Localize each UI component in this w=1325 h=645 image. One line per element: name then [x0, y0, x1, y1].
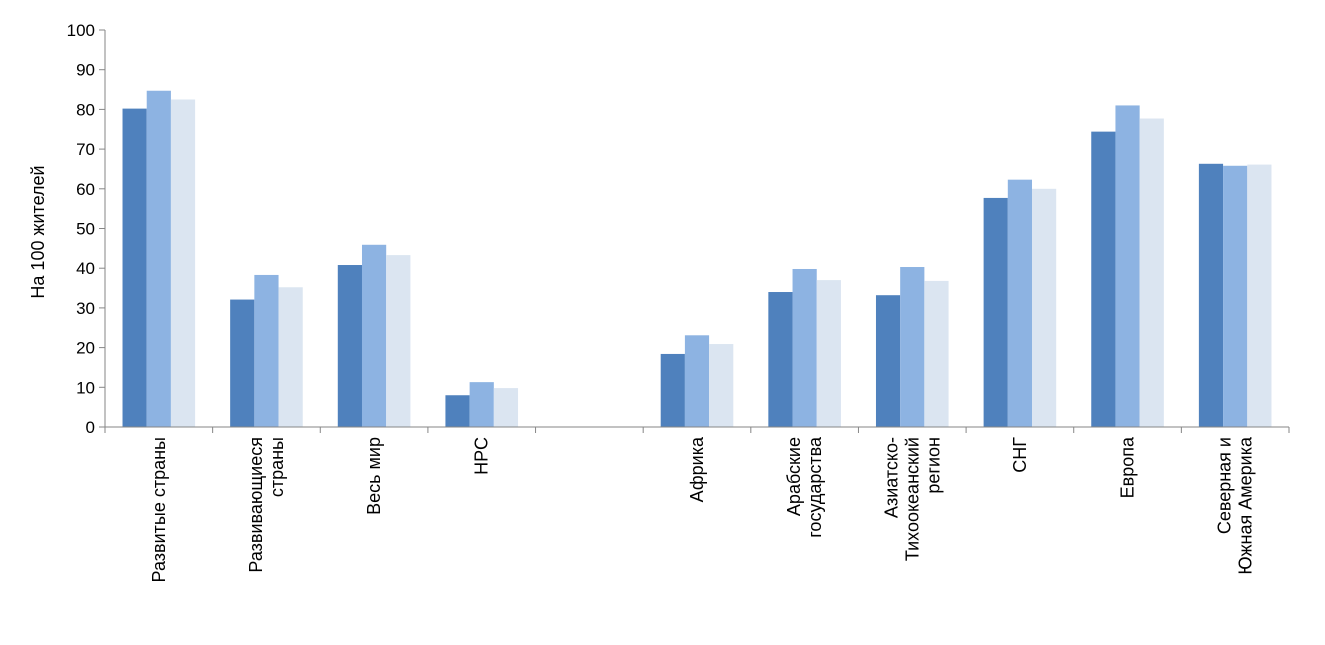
bar: [469, 382, 494, 427]
x-tick-label-line: государства: [805, 436, 825, 538]
bar: [768, 292, 793, 427]
x-tick-label: СНГ: [1010, 437, 1030, 473]
y-tick-label: 60: [76, 180, 95, 199]
bar: [1139, 118, 1164, 427]
y-tick-label: 10: [76, 378, 95, 397]
bar: [254, 274, 279, 427]
x-tick-label-line: Северная и: [1215, 437, 1235, 534]
bar: [146, 90, 171, 428]
x-tick-label-line: Арабские: [784, 437, 804, 516]
x-tick-label: Развитые страны: [149, 437, 169, 582]
y-tick-label: 20: [76, 339, 95, 358]
bar: [1223, 165, 1248, 427]
y-tick-label: 40: [76, 259, 95, 278]
bar: [900, 267, 925, 427]
x-tick-label: НРС: [472, 437, 492, 475]
y-tick-label: 80: [76, 100, 95, 119]
x-tick-label: Арабскиегосударства: [784, 436, 825, 538]
x-tick-label-line: регион: [923, 437, 943, 494]
bar: [709, 344, 734, 427]
bar: [792, 268, 817, 427]
bar: [684, 335, 710, 427]
x-tick-label: Европа: [1118, 436, 1138, 498]
y-tick-label: 30: [76, 299, 95, 318]
x-tick-label: Африка: [687, 436, 707, 502]
bar: [816, 280, 841, 427]
bar: [924, 280, 949, 427]
bar: [1247, 164, 1272, 427]
bar: [122, 108, 147, 428]
x-tick-label-line: СНГ: [1010, 437, 1030, 473]
bar: [875, 295, 901, 427]
y-tick-label: 50: [76, 220, 95, 239]
bar: [1091, 131, 1116, 427]
x-tick-label-line: Развивающиеся: [246, 437, 266, 573]
x-axis: [104, 426, 1290, 433]
x-tick-label-line: Весь мир: [364, 437, 384, 515]
x-tick-label: Развивающиесястраны: [246, 437, 287, 573]
y-axis: 0 10 20 30 40 50 60 70 80 90 100: [67, 21, 106, 437]
y-tick-label: 90: [76, 61, 95, 80]
bar: [1115, 105, 1140, 428]
bar: [660, 353, 685, 427]
bar: [1198, 163, 1224, 428]
x-tick-label: Весь мир: [364, 437, 384, 515]
x-tick-label-line: страны: [267, 437, 287, 497]
x-tick-label-line: Южная Америка: [1236, 436, 1256, 575]
bar: [170, 99, 196, 427]
bar: [493, 388, 519, 427]
bar: [1032, 188, 1057, 427]
y-tick-label: 70: [76, 140, 95, 159]
bar: [361, 244, 387, 427]
bar: [1007, 179, 1033, 427]
bar: [337, 265, 362, 427]
x-tick-label-line: НРС: [472, 437, 492, 475]
bar: [278, 287, 303, 427]
x-tick-label: Азиатско-Тихоокеанскийрегион: [881, 437, 943, 561]
bar: [983, 197, 1008, 427]
bar: [445, 395, 470, 427]
y-tick-label: 0: [86, 418, 95, 437]
y-axis-label: На 100 жителей: [28, 165, 48, 298]
x-tick-labels: Развитые страны Развивающиесястраны Весь м…: [149, 436, 1256, 582]
x-tick-label-line: Развитые страны: [149, 437, 169, 582]
x-tick-label-line: Азиатско-: [881, 437, 901, 518]
bar: [386, 255, 411, 427]
x-tick-label-line: Африка: [687, 436, 707, 502]
bars: [122, 90, 1272, 428]
y-tick-label: 100: [67, 21, 95, 40]
x-tick-label-line: Тихоокеанский: [902, 437, 922, 561]
x-tick-label: Северная иЮжная Америка: [1215, 436, 1256, 575]
bar: [230, 299, 255, 427]
x-tick-label-line: Европа: [1118, 436, 1138, 498]
